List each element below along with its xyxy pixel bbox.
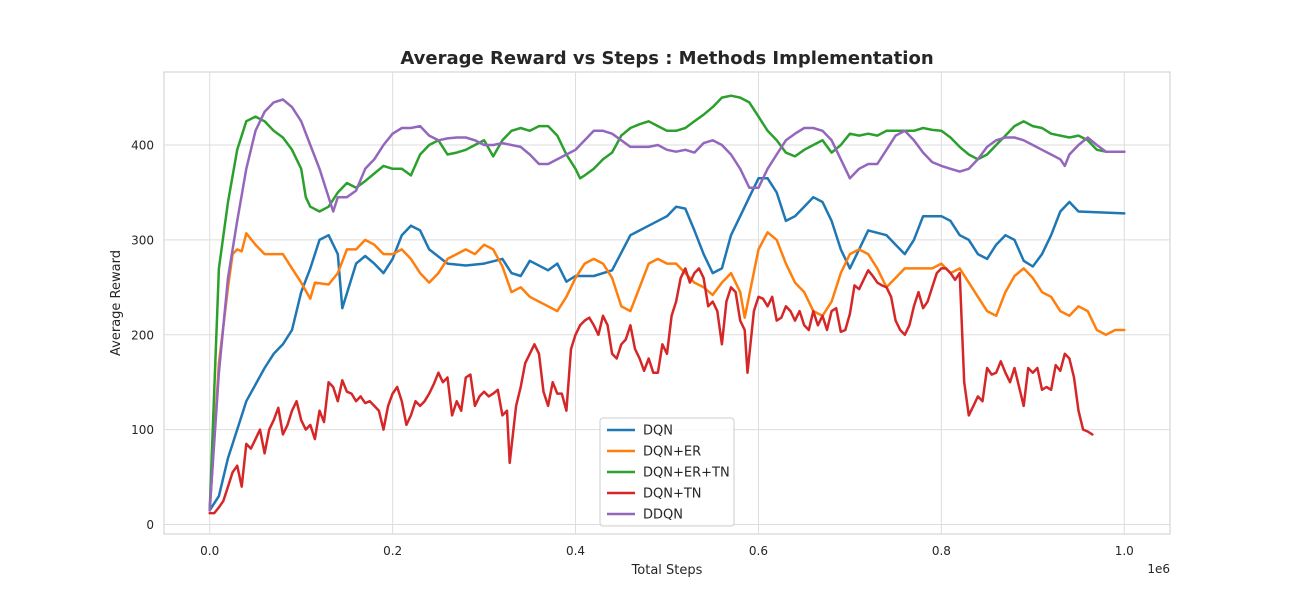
x-tick-label: 1.0 [1115,544,1134,558]
y-tick-label: 100 [131,423,154,437]
legend-label-ddqn: DDQN [643,508,683,523]
legend-label-dqn: DQN [643,424,673,439]
series-layer [208,94,1126,515]
x-tick-label: 0.0 [200,544,219,558]
legend-box [599,417,735,527]
x-axis-offset-label: 1e6 [1147,562,1170,576]
x-tick-label: 0.2 [383,544,402,558]
series-line-dqn-tn [208,267,1094,515]
y-tick-label: 200 [131,328,154,342]
legend: DQN DQN+ER DQN+ER+TN DQN+TN DDQN [599,417,735,527]
y-tick-label: 400 [131,139,154,153]
y-tick-labels: 0 100 200 300 400 [131,139,154,532]
legend-label-dqn-er-tn: DQN+ER+TN [643,466,730,481]
series-line-dqn-er [208,231,1126,512]
legend-label-dqn-er: DQN+ER [643,445,701,460]
x-tick-labels: 0.0 0.2 0.4 0.6 0.8 1.0 [200,544,1134,558]
y-axis-label: Average Reward [109,250,124,356]
x-tick-label: 0.4 [566,544,585,558]
series-line-ddqn [208,98,1126,512]
x-tick-label: 0.8 [932,544,951,558]
y-tick-label: 0 [146,518,154,532]
chart-title: Average Reward vs Steps : Methods Implem… [400,48,933,69]
legend-label-dqn-tn: DQN+TN [643,487,702,502]
x-axis-label: Total Steps [631,563,703,578]
y-tick-label: 300 [131,233,154,247]
x-tick-label: 0.6 [749,544,768,558]
series-line-dqn [208,177,1126,512]
